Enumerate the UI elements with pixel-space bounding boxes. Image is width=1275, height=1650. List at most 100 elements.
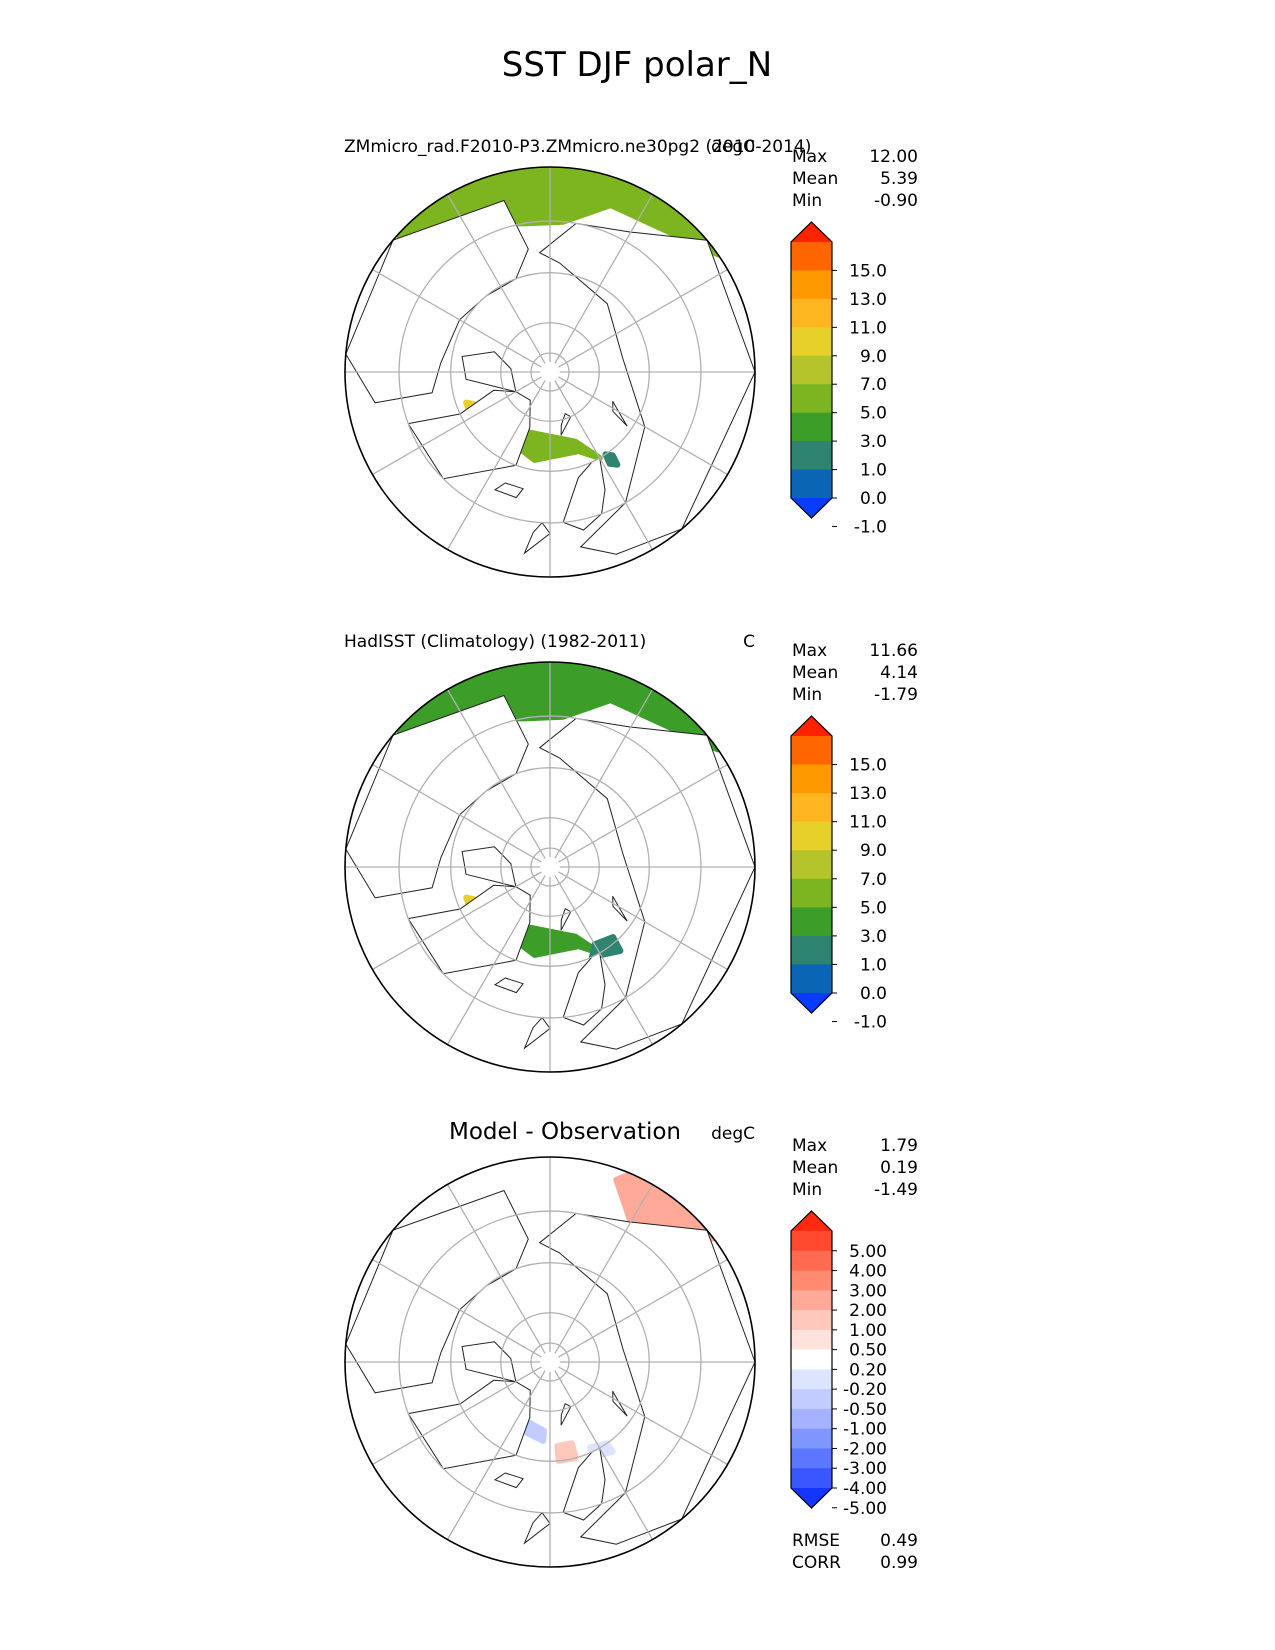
colorbar-tick-label: -4.00 bbox=[843, 1479, 887, 1499]
colorbar-extend-max bbox=[791, 1211, 832, 1231]
meridian-line bbox=[558, 758, 738, 863]
meridian-line bbox=[554, 1174, 659, 1354]
coastline-2 bbox=[345, 1189, 529, 1394]
colorbar-tick-label: 1.0 bbox=[860, 955, 887, 975]
colorbar: 15.0 13.0 11.0 9.0 7.0 5.0 3.0 1.0 0.0 -1.0 bbox=[790, 715, 887, 1033]
stat-value: 1.79 bbox=[880, 1136, 918, 1156]
colorbar-tick-label: -5.00 bbox=[843, 1499, 887, 1519]
colorbar-segment bbox=[791, 1369, 832, 1390]
coastline-5 bbox=[493, 1472, 524, 1489]
meridian-line bbox=[441, 1370, 546, 1550]
colorbar-tick-label: 9.0 bbox=[860, 841, 887, 861]
coastline-1 bbox=[407, 389, 531, 480]
coastline-6 bbox=[523, 1016, 551, 1050]
meridian-line bbox=[362, 871, 542, 976]
coastline-2 bbox=[345, 694, 529, 899]
colorbar-tick-label: 5.0 bbox=[860, 404, 887, 424]
coastline-8 bbox=[612, 400, 628, 427]
corr-label: CORR bbox=[792, 1553, 841, 1573]
meridian-line bbox=[558, 871, 738, 976]
coastline-4 bbox=[562, 457, 606, 531]
colorbar-segment bbox=[791, 878, 832, 908]
meridian-line bbox=[362, 1253, 542, 1358]
colorbar-extend-min bbox=[791, 498, 832, 518]
colorbar-segment bbox=[791, 736, 832, 766]
meridian-line bbox=[554, 184, 659, 364]
map-panel-1: ZMmicro_rad.F2010-P3.ZMmicro.ne30pg2 (20… bbox=[344, 137, 918, 578]
colorbar-tick-label: 1.0 bbox=[860, 461, 887, 481]
colorbar-outline bbox=[790, 715, 833, 1014]
panel-units: degC bbox=[711, 137, 755, 157]
coastline-1 bbox=[407, 884, 531, 975]
colorbar-segment bbox=[791, 907, 832, 937]
colorbar: 5.004.003.002.001.000.500.20-0.20-0.50-1… bbox=[790, 1210, 887, 1519]
colorbar-tick-label: 1.00 bbox=[849, 1321, 887, 1341]
colorbar-tick-label: 5.00 bbox=[849, 1242, 887, 1262]
colorbar-tick-label: 11.0 bbox=[849, 813, 887, 833]
colorbar-segment bbox=[791, 1389, 832, 1410]
colorbar-tick-label: -1.0 bbox=[854, 517, 887, 537]
colorbar-tick-label: -1.00 bbox=[843, 1420, 887, 1440]
colorbar-outline bbox=[790, 1210, 833, 1509]
colorbar-tick-label: -3.00 bbox=[843, 1459, 887, 1479]
corr-value: 0.99 bbox=[880, 1553, 918, 1573]
meridian-line bbox=[554, 875, 659, 1055]
map-area bbox=[345, 547, 755, 1072]
colorbar-tick-label: 9.0 bbox=[860, 347, 887, 367]
map-area bbox=[345, 1157, 755, 1567]
colorbar-tick-label: 0.20 bbox=[849, 1360, 887, 1380]
stat-label: Max bbox=[792, 641, 827, 661]
rmse-label: RMSE bbox=[792, 1531, 840, 1551]
colorbar-segment bbox=[791, 935, 832, 966]
colorbar-tick-label: -0.20 bbox=[843, 1380, 887, 1400]
coastline-4 bbox=[562, 1447, 606, 1521]
field-6 bbox=[362, 547, 666, 643]
map-panel-2: HadISST (Climatology) (1982-2011) C Max 11.… bbox=[344, 547, 918, 1073]
panel-title: HadISST (Climatology) (1982-2011) bbox=[344, 632, 646, 652]
panel-units: degC bbox=[711, 1124, 755, 1144]
stat-value: 11.66 bbox=[869, 641, 918, 661]
map-area bbox=[345, 167, 755, 577]
colorbar-segment bbox=[791, 1310, 832, 1331]
map-boundary bbox=[344, 661, 756, 1073]
coastline-6 bbox=[523, 521, 551, 555]
figure-title: SST DJF polar_N bbox=[502, 45, 772, 85]
meridian-line bbox=[441, 1174, 546, 1354]
colorbar-tick-label: 0.50 bbox=[849, 1341, 887, 1361]
colorbar-segment bbox=[791, 327, 832, 357]
colorbar-segment bbox=[791, 270, 832, 300]
meridian-line bbox=[558, 376, 738, 481]
meridian-line bbox=[362, 1366, 542, 1471]
field-4 bbox=[602, 451, 621, 468]
colorbar-extend-min bbox=[791, 1488, 832, 1508]
colorbar-segment bbox=[791, 355, 832, 385]
meridian-line bbox=[441, 679, 546, 859]
field-6 bbox=[430, 1157, 710, 1163]
coastline-5 bbox=[493, 482, 524, 499]
coastline-8 bbox=[612, 1390, 628, 1417]
meridian-line bbox=[362, 758, 542, 863]
graticule bbox=[345, 1157, 755, 1567]
rmse-value: 0.49 bbox=[880, 1531, 918, 1551]
colorbar-tick-label: 3.00 bbox=[849, 1281, 887, 1301]
coastline-1 bbox=[407, 1379, 531, 1470]
panel-title: ZMmicro_rad.F2010-P3.ZMmicro.ne30pg2 (20… bbox=[344, 137, 811, 157]
map-boundary bbox=[344, 1156, 756, 1568]
stat-value: 4.14 bbox=[880, 663, 918, 683]
stat-label: Min bbox=[792, 191, 822, 211]
colorbar-tick-label: 7.0 bbox=[860, 375, 887, 395]
panel-title: Model - Observation bbox=[449, 1119, 681, 1145]
colorbar-tick-label: 0.0 bbox=[860, 984, 887, 1004]
colorbar-segment bbox=[791, 1329, 832, 1351]
colorbar-tick-label: 3.0 bbox=[860, 927, 887, 947]
graticule bbox=[345, 662, 755, 1072]
colorbar-segment bbox=[791, 1270, 832, 1291]
colorbar-tick-label: 5.0 bbox=[860, 898, 887, 918]
colorbar: 15.0 13.0 11.0 9.0 7.0 5.0 3.0 1.0 0.0 -1.0 bbox=[790, 221, 887, 537]
colorbar-segment bbox=[791, 821, 832, 851]
meridian-line bbox=[441, 875, 546, 1055]
colorbar-tick-label: 7.0 bbox=[860, 870, 887, 890]
panel-units: C bbox=[743, 632, 755, 652]
stat-value: -0.90 bbox=[874, 191, 918, 211]
